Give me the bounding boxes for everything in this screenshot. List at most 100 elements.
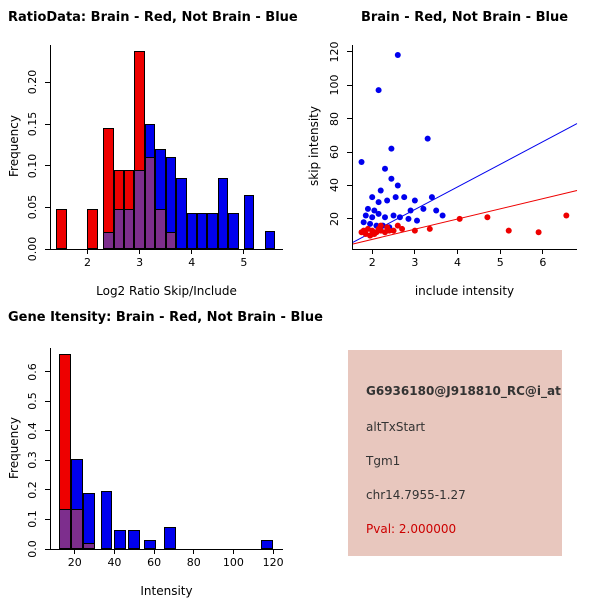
red-scatter-point [505,227,512,234]
x-tick-label: 3 [411,256,419,269]
blue-scatter-point [384,197,391,204]
gene-name-line: Tgm1 [366,454,401,468]
gene-histogram-ylabel: Frequency [7,417,21,479]
x-tick-label: 20 [67,556,82,569]
overlap-histogram-bar [82,543,95,549]
overlap-histogram-bar [144,157,156,249]
blue-scatter-point [369,214,376,221]
x-axis-tick [232,549,234,554]
overlap-histogram-bar [58,509,71,549]
y-tick-label: 0.15 [26,111,39,137]
gene-histogram-plot: 20 40 60 80 100 120 0.0 0.1 0.2 0.3 0.4 0.5 0.6 [26,348,284,569]
y-axis-tick [45,206,50,208]
gene-histogram-xlabel: Intensity [140,584,193,598]
blue-scatter-point [401,194,408,201]
y-tick-label: 0.00 [26,236,39,262]
x-tick-label: 80 [186,556,201,569]
x-tick-label: 40 [107,556,122,569]
blue-scatter-point [396,214,403,221]
y-axis-tick [45,371,50,373]
red-scatter-point [390,227,397,234]
blue-histogram-bar [144,540,157,549]
blue-histogram-bar [82,492,95,549]
blue-histogram-bar [228,213,239,249]
blue-scatter-point [394,52,401,59]
blue-scatter-point [369,194,376,201]
y-axis-tick [45,430,50,432]
overlap-histogram-bar [155,209,166,249]
blue-histogram-bar [114,529,127,549]
blue-scatter-point [394,182,401,189]
blue-scatter-point [428,194,435,201]
blue-scatter-point [371,207,378,214]
red-histogram-bar [103,128,114,249]
scatter-canvas [352,52,578,245]
x-axis-tick [414,249,416,254]
y-axis-tick [45,518,50,520]
blue-scatter-point [414,217,420,224]
x-tick-label: 60 [147,556,162,569]
y-tick-label: 0.05 [26,195,39,220]
blue-scatter-point [377,187,384,194]
y-axis-tick [347,184,352,186]
x-axis-tick [191,249,193,254]
y-axis-tick [45,248,50,250]
x-tick-label: 4 [454,256,462,269]
ratio-histogram-title: RatioData: Brain - Red, Not Brain - Blue [8,10,298,25]
red-scatter-point [399,225,406,232]
y-axis-tick [347,118,352,120]
x-axis-tick [243,249,245,254]
blue-scatter-point [388,175,395,182]
x-axis-tick [113,549,115,554]
blue-scatter-point [364,205,371,212]
blue-histogram-bar [207,213,218,249]
ratio-histogram-ylabel: Frequency [7,115,21,177]
red-scatter-point [426,225,433,232]
y-tick-label: 0.20 [26,70,39,95]
overlap-histogram-bar [165,232,177,249]
x-axis-tick [499,249,501,254]
red-scatter-point [535,229,542,236]
y-axis-tick [347,84,352,86]
blue-scatter-point [392,194,399,201]
x-axis-tick [86,249,88,254]
x-axis-tick [457,249,459,254]
blue-histogram-bar [217,178,229,249]
x-axis-tick [153,549,155,554]
genomic-location-line: chr14.7955-1.27 [366,488,466,502]
x-tick-label: 2 [368,256,376,269]
blue-scatter-point [375,199,382,206]
x-tick-label: 4 [188,256,196,269]
y-axis-tick [347,151,352,153]
overlap-histogram-bar [134,169,145,249]
red-histogram-bar [56,209,67,249]
ratio-histogram-plot: 2 3 4 5 0.00 0.05 0.10 0.15 0.20 [26,45,283,269]
panel-gene-info: G6936180@J918810_RC@i_at altTxStart Tgm1… [300,300,600,600]
x-tick-label: 3 [136,256,144,269]
y-axis-tick [45,400,50,402]
blue-scatter-point [424,135,431,142]
x-tick-label: 5 [240,256,248,269]
ratio-histogram-xlabel: Log2 Ratio Skip/Include [96,284,237,298]
y-axis-tick [45,123,50,125]
x-axis-tick [272,549,274,554]
x-tick-label: 6 [539,256,547,269]
blue-fit-line [352,123,578,243]
event-type-line: altTxStart [366,420,426,434]
y-axis-tick [347,218,352,220]
x-tick-label: 2 [83,256,91,269]
y-axis-tick [45,489,50,491]
x-axis-tick [193,549,195,554]
overlap-histogram-bar [70,509,83,549]
x-axis-tick [542,249,544,254]
blue-scatter-point [367,220,374,227]
blue-histogram-bar [261,540,274,549]
red-scatter-point [563,212,570,219]
x-tick-label: 5 [496,256,504,269]
x-axis-tick [371,249,373,254]
y-axis-tick [347,51,352,53]
overlap-histogram-bar [123,209,135,249]
red-scatter-point [456,215,463,222]
red-scatter-point [377,222,384,229]
